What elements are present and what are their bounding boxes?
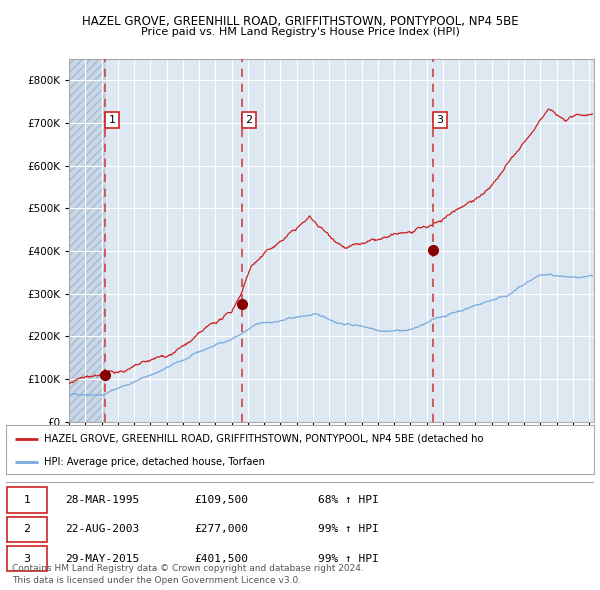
FancyBboxPatch shape bbox=[7, 517, 47, 542]
Text: Price paid vs. HM Land Registry's House Price Index (HPI): Price paid vs. HM Land Registry's House … bbox=[140, 27, 460, 37]
Text: 99% ↑ HPI: 99% ↑ HPI bbox=[317, 525, 379, 535]
Text: 2: 2 bbox=[23, 525, 31, 535]
Text: £401,500: £401,500 bbox=[194, 554, 248, 564]
Text: HAZEL GROVE, GREENHILL ROAD, GRIFFITHSTOWN, PONTYPOOL, NP4 5BE: HAZEL GROVE, GREENHILL ROAD, GRIFFITHSTO… bbox=[82, 15, 518, 28]
FancyBboxPatch shape bbox=[7, 487, 47, 513]
Text: HPI: Average price, detached house, Torfaen: HPI: Average price, detached house, Torf… bbox=[44, 457, 265, 467]
Text: 3: 3 bbox=[23, 554, 31, 564]
Text: 68% ↑ HPI: 68% ↑ HPI bbox=[317, 495, 379, 505]
FancyBboxPatch shape bbox=[7, 546, 47, 572]
Text: £109,500: £109,500 bbox=[194, 495, 248, 505]
Text: £277,000: £277,000 bbox=[194, 525, 248, 535]
Text: 99% ↑ HPI: 99% ↑ HPI bbox=[317, 554, 379, 564]
Text: 1: 1 bbox=[109, 115, 116, 125]
Text: 1: 1 bbox=[23, 495, 31, 505]
Text: 29-MAY-2015: 29-MAY-2015 bbox=[65, 554, 139, 564]
Text: 3: 3 bbox=[437, 115, 443, 125]
Text: 22-AUG-2003: 22-AUG-2003 bbox=[65, 525, 139, 535]
Text: 2: 2 bbox=[245, 115, 253, 125]
Bar bbox=[69, 59, 106, 422]
Text: HAZEL GROVE, GREENHILL ROAD, GRIFFITHSTOWN, PONTYPOOL, NP4 5BE (detached ho: HAZEL GROVE, GREENHILL ROAD, GRIFFITHSTO… bbox=[44, 434, 484, 444]
Text: Contains HM Land Registry data © Crown copyright and database right 2024.
This d: Contains HM Land Registry data © Crown c… bbox=[12, 564, 364, 585]
Text: 28-MAR-1995: 28-MAR-1995 bbox=[65, 495, 139, 505]
